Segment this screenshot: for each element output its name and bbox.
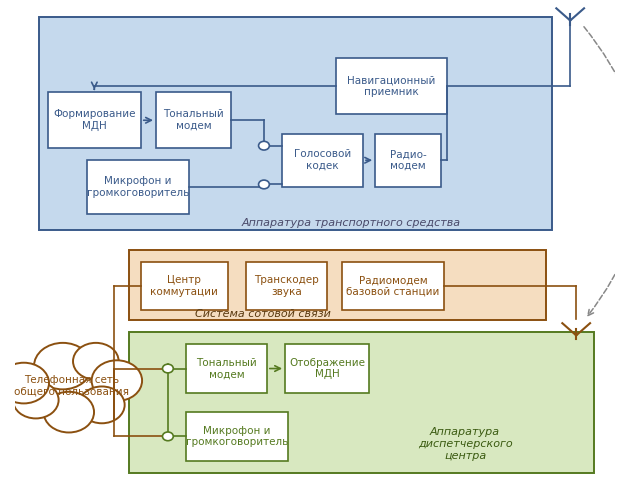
FancyBboxPatch shape	[48, 93, 141, 148]
Text: Навигационный
приемник: Навигационный приемник	[347, 75, 436, 97]
Text: Микрофон и
громкоговоритель: Микрофон и громкоговоритель	[87, 176, 189, 197]
FancyBboxPatch shape	[186, 344, 267, 393]
Circle shape	[258, 180, 269, 189]
Text: Микрофон и
громкоговоритель: Микрофон и громкоговоритель	[186, 425, 288, 447]
Text: Радиомодем
базовой станции: Радиомодем базовой станции	[346, 275, 440, 297]
Text: Формирование
МДН: Формирование МДН	[53, 109, 135, 131]
Circle shape	[13, 382, 59, 418]
FancyBboxPatch shape	[285, 344, 369, 393]
Text: Тональный
модем: Тональный модем	[196, 358, 257, 379]
FancyBboxPatch shape	[129, 332, 594, 473]
Circle shape	[44, 392, 94, 433]
Circle shape	[91, 360, 142, 401]
FancyBboxPatch shape	[375, 134, 441, 187]
Circle shape	[258, 141, 269, 150]
Circle shape	[163, 364, 173, 373]
Circle shape	[79, 387, 125, 423]
Text: Система сотовой связи: Система сотовой связи	[195, 309, 331, 318]
Text: Центр
коммутации: Центр коммутации	[150, 275, 218, 297]
Text: Тональный
модем: Тональный модем	[163, 109, 224, 131]
FancyBboxPatch shape	[129, 250, 546, 320]
FancyBboxPatch shape	[342, 262, 444, 310]
FancyBboxPatch shape	[141, 262, 228, 310]
FancyArrowPatch shape	[584, 27, 618, 316]
Circle shape	[73, 343, 119, 380]
Text: Голосовой
кодек: Голосовой кодек	[294, 149, 351, 171]
FancyBboxPatch shape	[87, 160, 189, 214]
Circle shape	[0, 363, 49, 403]
FancyBboxPatch shape	[186, 412, 288, 461]
Text: Отображение
МДН: Отображение МДН	[289, 358, 365, 379]
Circle shape	[163, 432, 173, 441]
Circle shape	[34, 343, 91, 390]
FancyBboxPatch shape	[282, 134, 363, 187]
FancyBboxPatch shape	[39, 17, 552, 230]
Text: Телефонная сеть
общего пользования: Телефонная сеть общего пользования	[14, 375, 129, 396]
Text: Аппаратура
диспетчерского
центра: Аппаратура диспетчерского центра	[418, 427, 512, 461]
Text: Радио-
модем: Радио- модем	[390, 149, 426, 171]
Text: Транскодер
звука: Транскодер звука	[254, 275, 319, 297]
FancyBboxPatch shape	[246, 262, 327, 310]
FancyBboxPatch shape	[336, 58, 447, 114]
Text: Аппаратура транспортного средства: Аппаратура транспортного средства	[242, 218, 460, 228]
FancyBboxPatch shape	[156, 93, 231, 148]
